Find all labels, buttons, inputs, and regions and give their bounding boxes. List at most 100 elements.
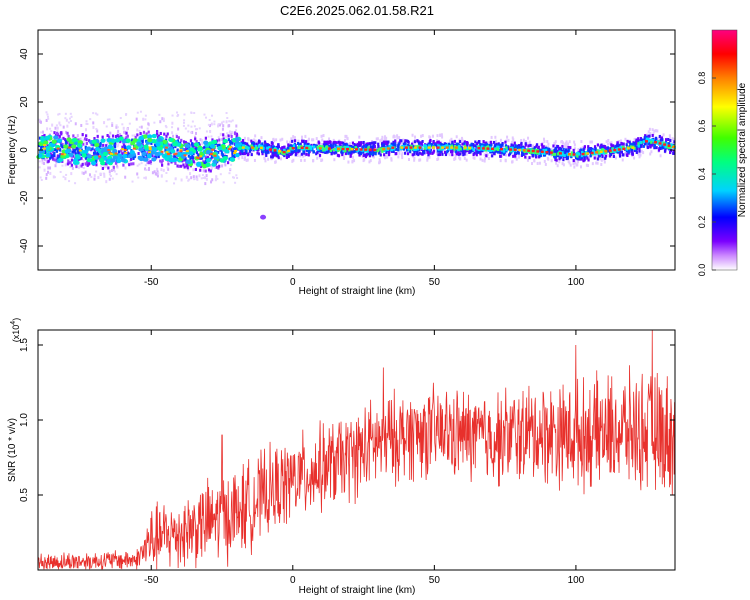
spectrogram-cell — [255, 146, 259, 150]
spectrogram-cell — [186, 163, 189, 167]
spectrogram-cell — [574, 161, 577, 165]
spectrogram-cell — [105, 162, 108, 166]
spectrogram-x-tick-label: -50 — [144, 277, 159, 288]
spectrogram-cell — [369, 159, 372, 163]
spectrogram-cell — [436, 157, 439, 161]
spectrogram-cell — [511, 136, 514, 140]
spectrogram-cell — [84, 170, 87, 174]
spectrogram-cell — [231, 150, 234, 154]
spectrogram-cell — [609, 141, 612, 145]
spectrogram-cell — [266, 146, 269, 150]
spectrogram-cell — [181, 159, 184, 163]
spectrogram-cell — [138, 126, 141, 129]
spectrogram-cell — [579, 165, 582, 169]
spectrogram-cell — [428, 140, 431, 144]
spectrogram-cell — [466, 143, 469, 147]
spectrogram-cell — [307, 137, 310, 141]
spectrogram-cell — [372, 151, 375, 155]
spectrogram-cell — [437, 147, 441, 151]
spectrogram-cell — [113, 170, 116, 173]
spectrogram-cell — [234, 181, 237, 184]
spectrogram-cell — [59, 148, 62, 152]
spectrogram-cell — [72, 149, 76, 153]
spectrogram-cell — [646, 145, 649, 149]
spectrogram-cell — [528, 156, 531, 160]
spectrogram-cell — [123, 130, 126, 134]
spectrogram-cell — [417, 144, 420, 148]
spectrogram-cell — [607, 138, 610, 142]
spectrogram-cell — [114, 152, 118, 155]
spectrogram-cell — [585, 163, 588, 167]
spectrogram-cell — [49, 158, 52, 161]
spectrogram-cell — [287, 144, 290, 148]
spectrogram-cell — [81, 171, 84, 175]
spectrogram-cell — [78, 149, 82, 152]
spectrogram-cell — [640, 144, 643, 148]
spectrogram-cell — [459, 152, 462, 156]
spectrogram-cell — [199, 157, 202, 161]
spectrogram-cell — [57, 154, 60, 158]
spectrogram-cell — [294, 153, 297, 157]
spectrogram-cell — [341, 153, 344, 157]
spectrogram-y-axis-label: Frequency (Hz) — [7, 116, 18, 185]
snr-y-ticks: 0.51.01.5 — [19, 338, 675, 502]
spectrogram-cell — [562, 141, 565, 145]
spectrogram-cell — [232, 176, 235, 179]
spectrogram-cell — [38, 166, 41, 169]
spectrogram-cell — [145, 168, 148, 171]
spectrogram-cell — [189, 172, 192, 176]
spectrogram-cell — [458, 145, 461, 149]
spectrogram-cell — [628, 140, 631, 144]
spectrogram-cell — [486, 145, 490, 149]
spectrogram-cell — [564, 144, 567, 148]
spectrogram-cell — [213, 123, 216, 126]
spectrogram-cell — [291, 139, 294, 143]
spectrogram-cell — [86, 163, 89, 167]
spectrogram-cell — [119, 140, 122, 144]
spectrogram-cell — [45, 157, 48, 161]
spectrogram-cell — [402, 138, 405, 142]
spectrogram-cell — [524, 151, 527, 155]
spectrogram-cell — [532, 144, 535, 148]
spectrogram-cell — [565, 157, 568, 161]
spectrogram-cell — [613, 148, 617, 152]
spectrogram-cell — [439, 150, 442, 154]
spectrogram-cell — [106, 138, 112, 143]
spectrogram-cell — [651, 139, 655, 143]
spectrogram-cell — [320, 159, 323, 163]
spectrogram-cell — [375, 146, 378, 150]
spectrogram-cell — [45, 152, 51, 158]
spectrogram-cell — [227, 148, 231, 151]
spectrogram-cell — [190, 155, 193, 159]
spectrogram-cell — [370, 141, 374, 145]
spectrogram-cell — [110, 138, 116, 144]
spectrogram-cell — [291, 147, 295, 150]
spectrogram-cell — [221, 121, 224, 125]
spectrogram-cell — [234, 132, 237, 136]
spectrogram-cell — [205, 149, 211, 155]
spectrogram-cell — [350, 148, 354, 151]
spectrogram-cell — [79, 137, 82, 141]
spectrogram-cell — [429, 149, 432, 153]
spectrogram-cell — [624, 137, 627, 141]
spectrogram-cell — [105, 138, 108, 141]
spectrogram-cell — [555, 158, 558, 162]
spectrogram-cell — [478, 149, 481, 153]
spectrogram-cell — [318, 144, 322, 148]
spectrogram-cell — [156, 130, 159, 134]
spectrogram-cell — [205, 162, 211, 168]
spectrogram-cell — [387, 140, 390, 144]
spectrogram-cell — [306, 139, 309, 143]
spectrogram-cell — [155, 155, 158, 159]
spectrogram-cell — [440, 133, 443, 137]
spectrogram-cell — [631, 151, 634, 155]
spectrogram-cell — [210, 152, 214, 155]
spectrogram-cell — [222, 155, 228, 161]
spectrogram-cell — [289, 144, 292, 148]
spectrogram-cell — [110, 158, 116, 163]
spectrogram-cell — [82, 138, 85, 142]
spectrogram-cell — [269, 149, 273, 153]
spectrogram-cell — [41, 130, 44, 134]
spectrogram-cell — [241, 156, 244, 160]
spectrogram-cell — [477, 147, 481, 150]
